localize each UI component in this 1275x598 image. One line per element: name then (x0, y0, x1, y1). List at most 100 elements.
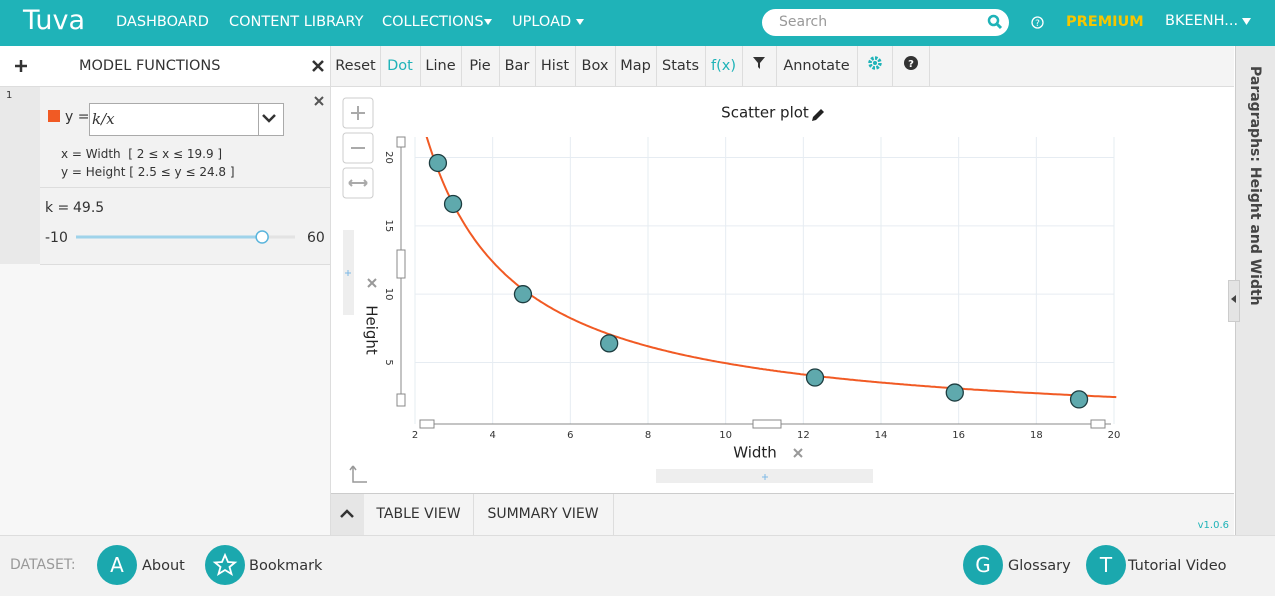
add-button[interactable] (14, 59, 28, 73)
chart-title[interactable]: Scatter plot (721, 104, 809, 122)
x-tick-label: 10 (719, 430, 732, 441)
y-tick-label: 5 (383, 359, 394, 365)
model-curve (425, 137, 1117, 399)
data-point[interactable] (513, 285, 533, 304)
help-icon[interactable]: ? (1031, 16, 1044, 29)
nav-link[interactable]: CONTENT LIBRARY (229, 14, 364, 30)
toggle-arrow (1231, 295, 1236, 303)
premium-link[interactable]: PREMIUM (1066, 14, 1144, 30)
search-icon[interactable] (987, 14, 1003, 30)
footer (0, 535, 1275, 596)
dropdown-arrow (576, 19, 584, 25)
y-domain: y = Height [ 2.5 ≤ y ≤ 24.8 ] (61, 165, 235, 179)
filter-button[interactable] (742, 46, 777, 86)
axis-icon[interactable] (349, 465, 367, 483)
user-menu[interactable]: BKEENH... (1165, 13, 1239, 29)
tab[interactable]: TABLE VIEW (364, 494, 474, 535)
axis-handle[interactable] (752, 419, 782, 429)
x-tick-label: 18 (1030, 430, 1043, 441)
search-box[interactable] (762, 9, 1009, 36)
y-axis-label[interactable]: Height (363, 305, 381, 355)
close-button[interactable] (312, 60, 324, 72)
filter-icon (753, 57, 765, 69)
edit-icon[interactable] (812, 109, 824, 121)
sidebar-title[interactable]: Paragraphs: Height and Width (1247, 66, 1263, 306)
data-point[interactable] (600, 334, 619, 353)
axis-handle[interactable] (1090, 419, 1106, 429)
toolbar-button[interactable]: f(x) (705, 46, 743, 86)
row-number: 1 (6, 90, 13, 101)
nav-link[interactable]: COLLECTIONS (382, 14, 484, 30)
toolbar-button[interactable]: Box (575, 46, 616, 86)
svg-text:?: ? (1035, 19, 1040, 29)
search-placeholder: Search (779, 14, 828, 30)
dataset-label: DATASET: (10, 557, 76, 573)
expression-input[interactable] (89, 103, 259, 136)
x-tick-label: 2 (412, 430, 418, 441)
nav-link[interactable]: UPLOAD (512, 14, 572, 30)
toolbar (331, 46, 1234, 87)
logo[interactable]: Tuva (23, 5, 86, 36)
glossary-icon[interactable]: G (963, 545, 1003, 585)
close-button[interactable] (314, 96, 324, 106)
data-point[interactable] (428, 153, 448, 173)
tab[interactable]: SUMMARY VIEW (473, 494, 614, 535)
y-tick-label: 20 (383, 151, 394, 164)
data-point[interactable] (945, 383, 964, 402)
toolbar-button[interactable]: Annotate (776, 46, 858, 86)
version: v1.0.6 (1197, 520, 1229, 531)
star (212, 552, 238, 576)
axis-handle[interactable] (396, 136, 406, 148)
glossary-link[interactable]: Glossary (1008, 558, 1071, 574)
about-icon[interactable]: A (97, 545, 137, 585)
gear-icon (867, 56, 882, 70)
bookmark-icon[interactable] (205, 545, 245, 585)
x-domain: x = Width [ 2 ≤ x ≤ 19.9 ] (61, 147, 223, 161)
svg-text:?: ? (908, 59, 914, 70)
panel-header (0, 46, 330, 87)
toolbar-button[interactable]: Reset (331, 46, 381, 86)
x-tick-label: 14 (875, 430, 888, 441)
x-tick-label: 4 (489, 430, 495, 441)
help-button[interactable]: ? (892, 46, 930, 86)
axis-handle[interactable] (396, 249, 406, 279)
tab-bar (331, 493, 1234, 536)
data-point[interactable] (805, 368, 825, 387)
y-label: y = (65, 109, 90, 125)
slider-max: 60 (307, 230, 325, 246)
slider[interactable] (70, 226, 302, 248)
chevron (262, 114, 276, 123)
color-swatch[interactable] (48, 110, 60, 122)
x-tick-label: 6 (567, 430, 573, 441)
dropdown-arrow (484, 19, 492, 25)
tutorial-link[interactable]: Tutorial Video (1128, 558, 1227, 574)
y-tick-label: 10 (383, 288, 394, 301)
header (0, 0, 1275, 46)
parameter-label: k = (45, 200, 70, 216)
toolbar-button[interactable]: Map (615, 46, 657, 86)
collapse-button[interactable] (331, 494, 364, 535)
caret (340, 509, 354, 518)
parameter-value: 49.5 (73, 200, 105, 216)
remove-attribute[interactable] (367, 278, 803, 458)
bookmark-link[interactable]: Bookmark (249, 558, 323, 574)
data-point[interactable] (1069, 390, 1089, 409)
chart: Scatter plot Width Height 2 4 6 8 10 12 14 16 18… (342, 97, 1120, 483)
data-point[interactable] (443, 194, 463, 214)
axis-handle[interactable] (419, 419, 435, 429)
tutorial-icon[interactable]: T (1086, 545, 1126, 585)
toolbar-button[interactable]: Stats (656, 46, 706, 86)
toolbar-button[interactable]: Bar (499, 46, 536, 86)
toolbar-button[interactable]: Hist (535, 46, 576, 86)
toolbar-button[interactable]: Dot (380, 46, 421, 86)
toolbar-button[interactable]: Pie (461, 46, 500, 86)
toolbar-button[interactable]: Line (420, 46, 462, 86)
about-link[interactable]: About (142, 558, 185, 574)
dropdown-arrow (1242, 18, 1251, 25)
x-axis-label[interactable]: Width (733, 444, 777, 462)
axis-handle[interactable] (396, 393, 406, 407)
nav-link[interactable]: DASHBOARD (116, 14, 209, 30)
help-icon: ? (903, 56, 918, 70)
settings-button[interactable] (857, 46, 893, 86)
